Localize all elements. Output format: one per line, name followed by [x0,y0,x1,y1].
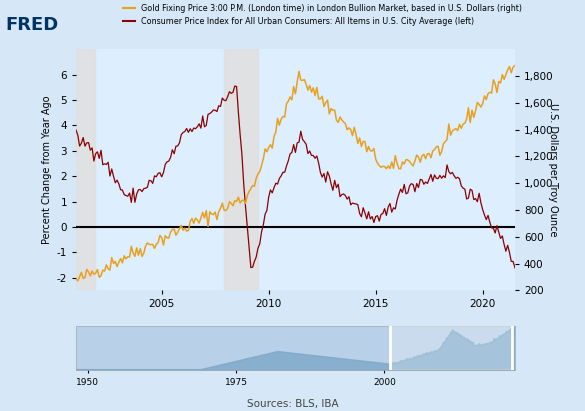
Text: FRED: FRED [6,16,59,35]
Bar [223,49,258,291]
Legend: Gold Fixing Price 3:00 P.M. (London time) in London Bullion Market, based in U.S: Gold Fixing Price 3:00 P.M. (London time… [119,0,525,29]
Y-axis label: U.S. Dollars per Troy Ounce: U.S. Dollars per Troy Ounce [548,103,558,237]
Bar [76,49,95,291]
Y-axis label: Percent Change from Year Ago: Percent Change from Year Ago [43,96,53,244]
FancyBboxPatch shape [390,326,512,370]
Text: Sources: BLS, IBA: Sources: BLS, IBA [247,399,338,409]
